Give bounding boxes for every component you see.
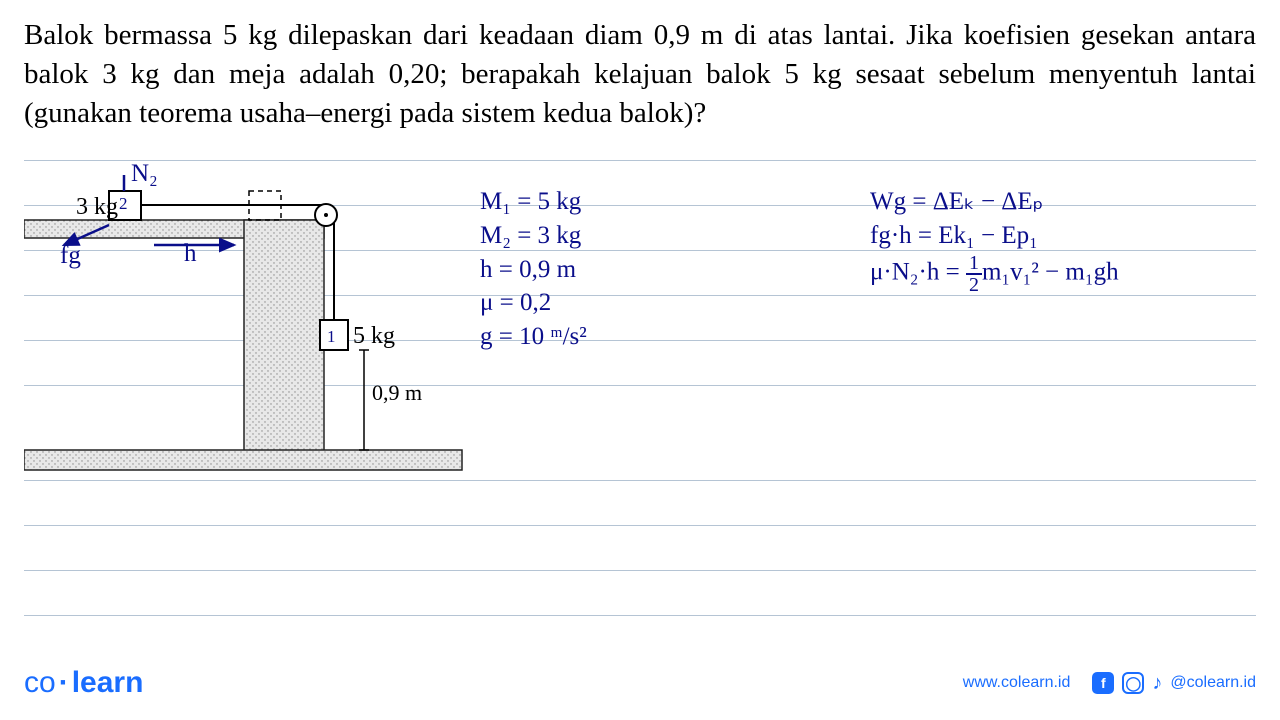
problem-text: Balok bermassa 5 kg dilepaskan dari kead… xyxy=(24,16,1256,133)
given-line: g = 10 ᵐ/s² xyxy=(480,320,587,354)
label-h: h xyxy=(184,237,197,271)
given-line: μ = 0,2 xyxy=(480,286,587,320)
label-block1-num: 1 xyxy=(327,326,336,349)
footer: co·learn www.colearn.id f ◯ ♪ @colearn.i… xyxy=(24,666,1256,700)
social-handle: @colearn.id xyxy=(1170,674,1256,692)
working-line: fg·h = Ek₁ − Ep₁ xyxy=(870,219,1119,253)
given-values: M₁ = 5 kg M₂ = 3 kg h = 0,9 m μ = 0,2 g … xyxy=(480,185,587,354)
label-fg: fg xyxy=(60,239,81,273)
label-height: 0,9 m xyxy=(372,380,422,406)
working-line: μ·N₂·h = 12m₁v₁² − m₁gh xyxy=(870,253,1119,295)
given-line: M₂ = 3 kg xyxy=(480,219,587,253)
label-5kg: 5 kg xyxy=(353,323,395,350)
social-icons: f ◯ ♪ @colearn.id xyxy=(1092,672,1256,695)
instagram-icon: ◯ xyxy=(1122,672,1144,694)
footer-url: www.colearn.id xyxy=(963,674,1071,692)
physics-diagram: 3 kg 5 kg 0,9 m N₂ fg h 2 1 xyxy=(24,175,464,495)
label-block2-num: 2 xyxy=(119,193,128,216)
given-line: M₁ = 5 kg xyxy=(480,185,587,219)
tiktok-icon: ♪ xyxy=(1152,672,1162,695)
working-equations: Wg = ΔEₖ − ΔEₚ fg·h = Ek₁ − Ep₁ μ·N₂·h =… xyxy=(870,185,1119,295)
label-n2: N₂ xyxy=(131,157,158,191)
given-line: h = 0,9 m xyxy=(480,253,587,287)
facebook-icon: f xyxy=(1092,672,1114,694)
brand-logo: co·learn xyxy=(24,666,143,700)
working-line: Wg = ΔEₖ − ΔEₚ xyxy=(870,185,1119,219)
label-3kg: 3 kg xyxy=(76,194,118,221)
